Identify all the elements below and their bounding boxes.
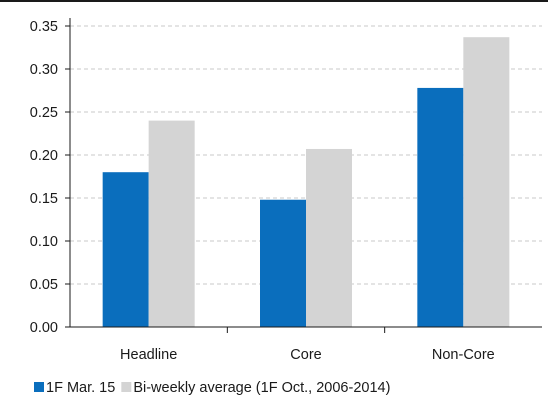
y-tick-label: 0.35 bbox=[30, 19, 58, 35]
bar-core-series-2 bbox=[306, 148, 352, 327]
x-category-label: Headline bbox=[120, 347, 177, 363]
bar-non-core-series-1 bbox=[417, 87, 464, 327]
y-tick-label: 0.00 bbox=[30, 320, 58, 336]
y-tick-label: 0.30 bbox=[30, 62, 58, 78]
y-tick-label: 0.20 bbox=[30, 148, 58, 164]
y-tick-labels: 0.00 0.05 0.10 0.15 0.20 0.25 0.30 0.35 bbox=[30, 19, 58, 336]
y-tick-label: 0.05 bbox=[30, 277, 58, 293]
y-tick-label: 0.10 bbox=[30, 234, 58, 250]
x-category-label: Non-Core bbox=[432, 347, 495, 363]
bar-headline-series-1 bbox=[102, 172, 149, 327]
axes bbox=[65, 18, 542, 333]
y-tick-label: 0.15 bbox=[30, 191, 58, 207]
x-category-label: Core bbox=[290, 347, 321, 363]
legend-swatch bbox=[34, 382, 44, 392]
bar-non-core-series-2 bbox=[463, 37, 510, 328]
y-tick-label: 0.25 bbox=[30, 105, 58, 121]
category-labels: Headline Core Non-Core bbox=[120, 347, 495, 363]
legend-swatch bbox=[121, 382, 132, 392]
bar-headline-series-2 bbox=[148, 120, 195, 327]
legend-label: 1F Mar. 15 bbox=[46, 380, 115, 396]
legend-label: Bi-weekly average (1F Oct., 2006-2014) bbox=[133, 380, 390, 396]
bar-core-series-1 bbox=[260, 199, 306, 327]
legend: 1F Mar. 15 Bi-weekly average (1F Oct., 20… bbox=[34, 380, 390, 396]
bars bbox=[102, 37, 510, 328]
